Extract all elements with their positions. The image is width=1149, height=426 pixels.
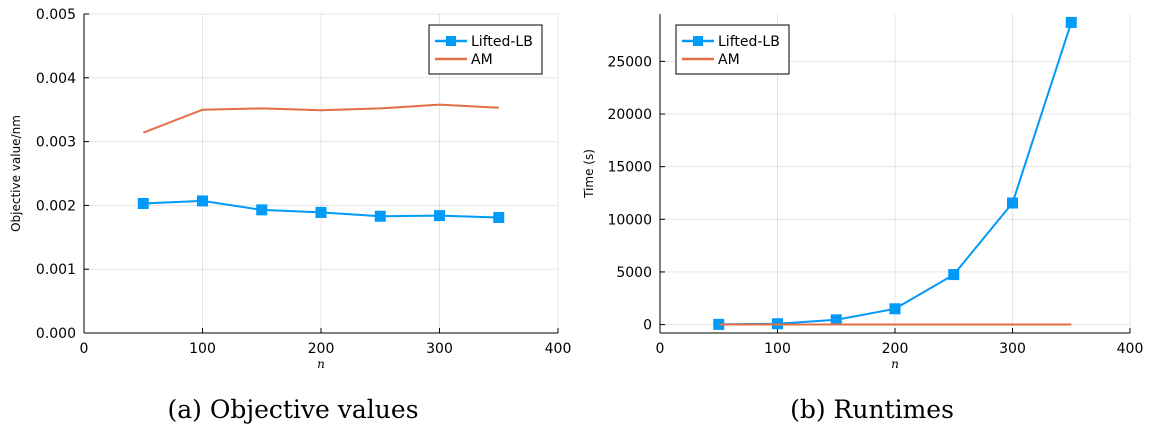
x-tick-label: 0 — [80, 341, 89, 357]
x-tick-label: 0 — [656, 341, 665, 357]
y-tick-label: 0.003 — [36, 135, 76, 151]
y-tick-label: 0 — [643, 318, 652, 334]
legend-box — [675, 24, 790, 75]
legend-label-lifted-lb: Lifted-LB — [718, 34, 780, 50]
y-tick-label: 0.005 — [36, 7, 76, 23]
y-axis-label: Objective value/nm — [9, 115, 23, 232]
data-point-lifted-lb — [713, 318, 725, 330]
data-point-lifted-lb — [1065, 16, 1077, 28]
chart-objective-values: 0 100 200 300 400 0.000 0.001 0.002 0.003 0.004 0.… — [9, 7, 571, 424]
y-axis-label: Time (s) — [582, 149, 596, 199]
x-tick-label: 100 — [764, 341, 791, 357]
legend-box — [428, 24, 543, 75]
chart-runtimes: 0 100 200 300 400 0 5000 10000 15000 20000 25000 n T… — [582, 14, 1143, 424]
data-point-lifted-lb — [256, 204, 268, 216]
x-axis-label: n — [317, 357, 325, 371]
y-tick-label: 10000 — [607, 212, 652, 228]
legend-label-am: AM — [718, 52, 740, 68]
subfigure-caption: (b) Runtimes — [790, 395, 954, 424]
legend-marker-lifted-lb — [446, 36, 456, 46]
data-point-lifted-lb — [1007, 197, 1018, 209]
x-tick-label: 300 — [999, 341, 1026, 357]
legend-label-am: AM — [471, 52, 493, 68]
x-tick-label: 400 — [1117, 341, 1144, 357]
legend-marker-lifted-lb — [693, 36, 703, 46]
data-point-lifted-lb — [137, 197, 149, 209]
data-point-lifted-lb — [948, 269, 960, 281]
legend-label-lifted-lb: Lifted-LB — [471, 34, 533, 50]
x-tick-label: 400 — [545, 341, 572, 357]
data-point-lifted-lb — [315, 206, 327, 218]
x-tick-label: 100 — [189, 341, 216, 357]
data-point-lifted-lb — [434, 210, 445, 222]
data-point-lifted-lb — [889, 303, 901, 315]
legend: Lifted-LB AM — [428, 24, 543, 75]
data-point-lifted-lb — [197, 195, 208, 207]
x-axis-label: n — [891, 357, 899, 371]
y-tick-label: 0.000 — [36, 326, 76, 342]
y-tick-label: 25000 — [607, 54, 652, 70]
y-tick-label: 0.002 — [36, 198, 76, 214]
y-tick-label: 15000 — [607, 160, 652, 176]
subfigure-caption: (a) Objective values — [167, 395, 418, 424]
data-point-lifted-lb — [493, 212, 505, 224]
x-tick-label: 200 — [308, 341, 335, 357]
y-tick-label: 5000 — [616, 265, 652, 281]
y-tick-label: 20000 — [607, 107, 652, 123]
legend: Lifted-LB AM — [675, 24, 790, 75]
x-tick-label: 200 — [882, 341, 909, 357]
y-tick-label: 0.001 — [36, 262, 76, 278]
x-tick-label: 300 — [426, 341, 453, 357]
data-point-lifted-lb — [374, 210, 386, 222]
y-tick-label: 0.004 — [36, 71, 76, 87]
series-line-am — [142, 103, 499, 134]
data-point-lifted-lb — [830, 314, 842, 326]
